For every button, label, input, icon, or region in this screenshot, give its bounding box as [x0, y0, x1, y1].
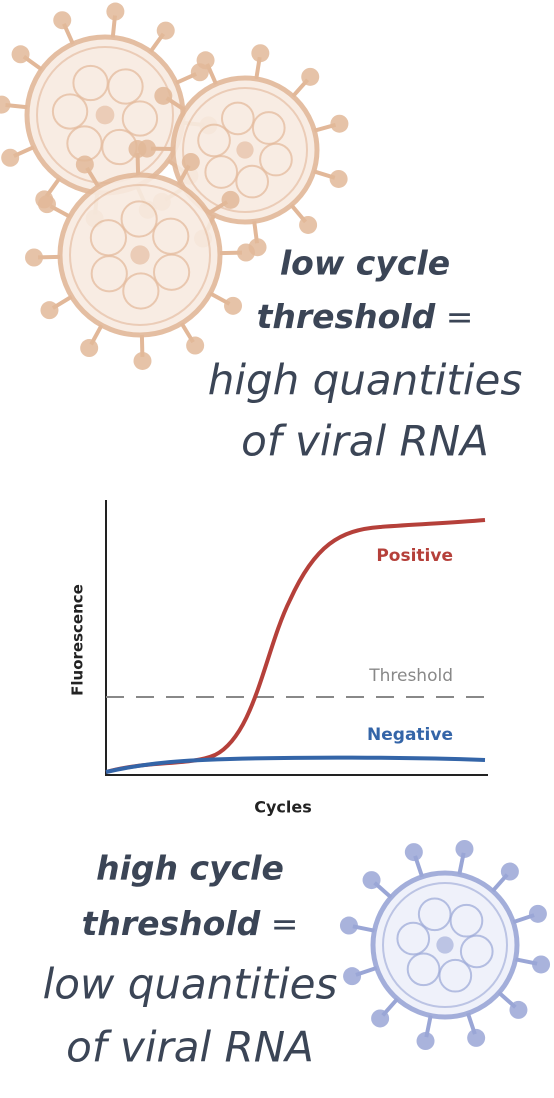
virus-spike-head	[75, 155, 94, 174]
virus-rna	[120, 200, 158, 238]
virus-rna	[417, 897, 452, 932]
virus-spike-head	[251, 44, 270, 63]
pcr-chart: Positive Threshold Negative Fluorescence…	[69, 500, 488, 817]
x-axis-label: Cycles	[254, 798, 312, 817]
virus-rna	[251, 111, 286, 145]
virus-spike-head	[404, 843, 423, 862]
positive-label: Positive	[376, 546, 453, 566]
virus-core	[130, 245, 150, 265]
virus-rna	[220, 101, 255, 136]
virus-rna	[89, 219, 128, 257]
virus-inner	[69, 184, 211, 326]
virus-spike-head	[416, 1032, 435, 1051]
virus-illustrations	[0, 2, 551, 1051]
virus-inner	[382, 882, 508, 1008]
top-line-4: of viral RNA	[241, 417, 489, 466]
virus-core	[436, 936, 454, 954]
virus-spike-head	[339, 916, 358, 935]
virus-rna	[121, 100, 159, 137]
virus-spike-head	[500, 862, 519, 881]
virus-spike-head	[371, 1009, 390, 1028]
virus-spike-head	[25, 248, 44, 267]
virus-spike-head	[362, 871, 381, 890]
virus-rna	[449, 903, 484, 938]
virus-spike-head	[221, 190, 240, 209]
y-axis-label: Fluorescence	[69, 584, 87, 696]
virus-spike-head	[301, 67, 320, 86]
top-line-2: threshold =	[257, 297, 474, 336]
virus-spike-head	[330, 114, 349, 133]
bottom-line-2-bold: threshold	[82, 904, 261, 943]
virus-spike-head	[467, 1028, 486, 1047]
bottom-line-1: high cycle	[96, 849, 284, 888]
virus-spike-head	[53, 11, 72, 30]
virus-core	[236, 141, 254, 159]
virus-spike-head	[133, 351, 152, 370]
virus-spike-head	[299, 215, 318, 234]
virus-rna	[122, 272, 160, 310]
virus-core	[95, 105, 115, 125]
virus-inner	[182, 87, 308, 213]
virus-spike-head	[236, 243, 255, 262]
virus-spike-head	[11, 45, 30, 64]
virus-rna	[152, 217, 190, 255]
negative-label: Negative	[367, 725, 453, 745]
virus-rna	[107, 68, 144, 105]
virus-rna	[396, 921, 431, 956]
bottom-line-2: threshold =	[82, 904, 299, 943]
virus-spike-head	[80, 339, 99, 358]
virus-spike-head	[329, 169, 348, 188]
top-line-3: high quantities	[208, 356, 523, 405]
virus-rna	[406, 952, 441, 987]
virus-spike-head	[528, 904, 547, 923]
virus-spike-head	[343, 967, 362, 986]
threshold-label: Threshold	[368, 666, 453, 686]
virus-spike-head	[1, 148, 20, 167]
virus-rna	[51, 93, 89, 130]
virus-spike-head	[37, 195, 56, 214]
bottom-line-3: low quantities	[43, 960, 338, 1009]
virus-spike-head	[154, 86, 173, 105]
virus-rna	[438, 958, 473, 993]
virus-rna	[197, 123, 231, 158]
virus-spike-head	[106, 2, 125, 21]
virus-spike-head	[156, 21, 175, 40]
bottom-line-4: of viral RNA	[66, 1023, 314, 1072]
top-line-2-rest: =	[446, 297, 474, 336]
virus-spike-head	[224, 296, 243, 315]
virus-rna	[459, 934, 494, 969]
bottom-line-2-rest: =	[271, 904, 299, 943]
virus-spike-head	[128, 140, 147, 159]
virus-rna	[235, 164, 270, 199]
virus-rna	[259, 142, 293, 177]
virus-spike-head	[0, 95, 11, 114]
virus-spike-head	[186, 336, 205, 355]
negative-curve	[105, 755, 486, 774]
virus-spike-head	[40, 301, 59, 320]
virus-spike-head	[509, 1000, 528, 1019]
virus-spike-head	[532, 955, 551, 974]
virus-rna	[204, 155, 239, 189]
top-line-2-bold: threshold	[257, 297, 436, 336]
virus-spike-head	[181, 152, 200, 171]
top-line-1: low cycle	[280, 244, 450, 283]
virus-spike-head	[196, 51, 215, 70]
virus-spike-head	[455, 839, 474, 858]
